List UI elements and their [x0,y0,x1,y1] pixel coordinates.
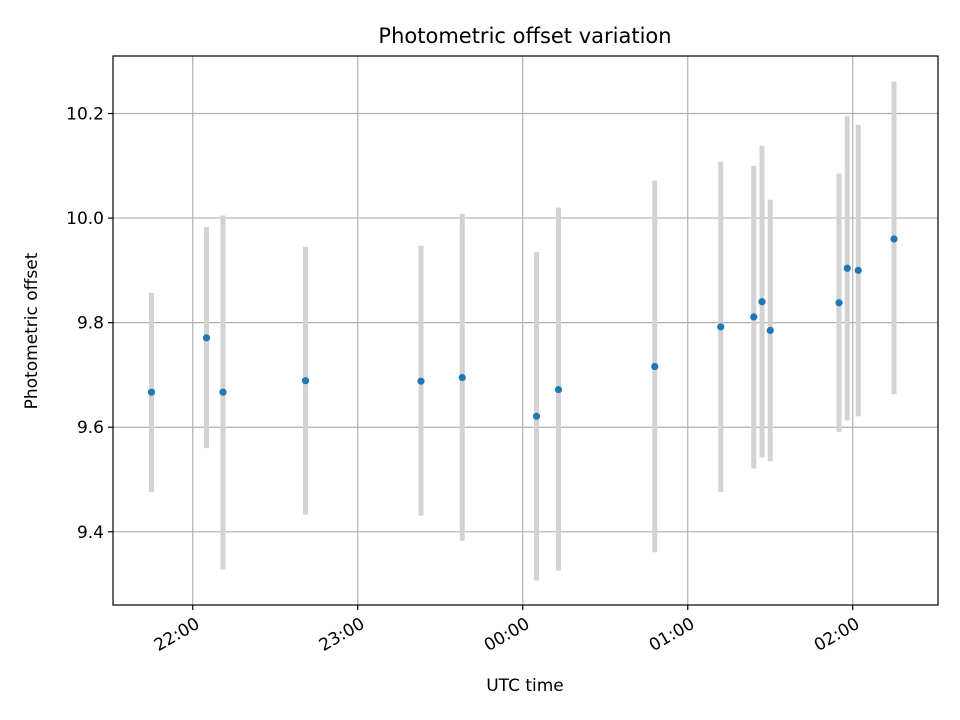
grid-lines [113,56,938,605]
data-point [202,334,211,342]
data-point [843,264,851,272]
data-point [854,266,862,274]
data-point [890,235,898,243]
data-point [651,362,659,371]
data-point [554,385,563,394]
data-point [417,377,425,385]
data-point [717,323,725,331]
y-tick-label: 10.2 [66,105,104,125]
data-point [301,377,310,385]
data-point [766,326,774,335]
data-point [758,298,766,306]
y-tick-label: 9.4 [77,523,104,543]
data-point [750,313,758,321]
y-tick-label: 10.0 [66,209,104,229]
data-points [147,235,898,420]
data-point [219,388,227,396]
data-point [532,412,541,420]
plot-frame [112,55,939,606]
data-point [835,299,843,307]
y-axis-ticks: 9.4 9.6 9.8 10.0 10.2 [66,105,113,543]
y-axis-label: Photometric offset [22,252,42,409]
chart-title: Photometric offset variation [378,24,671,48]
data-point [458,373,466,382]
y-tick-label: 9.8 [77,314,104,334]
y-tick-label: 9.6 [77,418,104,438]
x-axis-label: UTC time [486,676,564,696]
data-point [147,388,156,396]
